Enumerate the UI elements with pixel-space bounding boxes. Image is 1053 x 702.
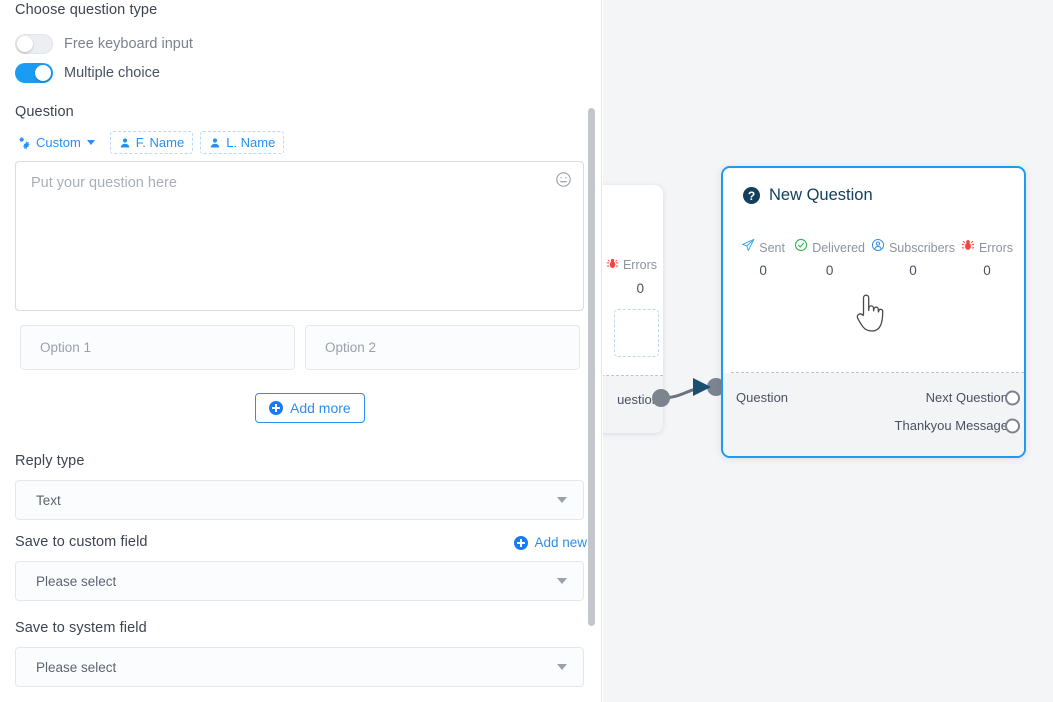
flow-connector[interactable]: [649, 376, 729, 415]
chevron-down-icon: [557, 497, 567, 503]
new-question-node[interactable]: ? New Question Sent 0: [721, 166, 1026, 458]
add-new-label: Add new: [534, 535, 587, 550]
stat-delivered-value: 0: [825, 263, 834, 278]
custom-field-label: Save to custom field: [15, 534, 148, 550]
node-header: ? New Question: [743, 186, 873, 205]
previous-node-errors-stat: Errors: [606, 257, 657, 273]
smiley-icon[interactable]: [555, 171, 572, 193]
multiple-choice-label: Multiple choice: [64, 65, 160, 81]
user-icon: [209, 137, 221, 149]
switch-knob: [17, 36, 33, 52]
stat-errors: Errors 0: [958, 238, 1016, 278]
stat-delivered-label: Delivered: [812, 240, 866, 255]
previous-node-errors-value: 0: [636, 281, 644, 296]
stat-subscribers: Subscribers 0: [868, 238, 958, 278]
custom-chip-label: Custom: [36, 135, 81, 150]
user-icon: [119, 137, 131, 149]
reply-type-select[interactable]: Text: [15, 480, 584, 520]
question-textarea[interactable]: Put your question here: [15, 161, 584, 311]
stat-delivered-header: Delivered: [794, 238, 865, 257]
node-ports: Question Next Question Thankyou Message: [723, 373, 1024, 456]
stat-sent-header: Sent: [741, 238, 785, 257]
previous-flow-node[interactable]: Errors 0 uestion: [603, 185, 663, 433]
errors-label: Errors: [622, 258, 657, 272]
paper-plane-icon: [741, 238, 755, 257]
previous-node-dropzone: [614, 309, 659, 357]
chip-first-name[interactable]: F. Name: [109, 131, 194, 154]
stat-subscribers-value: 0: [909, 263, 917, 278]
question-type-section-label: Choose question type: [15, 2, 158, 18]
plus-circle-icon: [514, 535, 529, 550]
option-2-input[interactable]: Option 2: [305, 325, 580, 370]
input-port-label: Question: [736, 390, 789, 405]
multiple-choice-switch[interactable]: [15, 63, 53, 83]
custom-field-dropdown[interactable]: Custom: [15, 132, 103, 153]
chevron-down-icon: [86, 140, 95, 145]
system-field-label: Save to system field: [15, 620, 147, 636]
node-output-port-thankyou-message[interactable]: Thankyou Message: [894, 418, 1020, 433]
port-connector-dot[interactable]: [1005, 390, 1020, 405]
toggle-multiple-choice[interactable]: Multiple choice: [15, 63, 160, 83]
chip-label: L. Name: [226, 135, 276, 150]
custom-field-select[interactable]: Please select: [15, 561, 584, 601]
switch-knob: [35, 65, 51, 81]
previous-node-footer: uestion: [603, 376, 663, 433]
question-mark-icon: ?: [743, 187, 760, 204]
merge-field-chips: Custom F. Name: [15, 131, 285, 154]
stat-delivered: Delivered 0: [791, 238, 868, 278]
add-more-button[interactable]: Add more: [255, 393, 365, 423]
stat-subscribers-label: Subscribers: [888, 240, 955, 255]
check-circle-icon: [794, 238, 808, 257]
free-keyboard-input-switch[interactable]: [15, 34, 53, 54]
output-port-label: Next Question: [925, 390, 1008, 405]
bug-icon: [961, 238, 975, 257]
question-section-label: Question: [15, 104, 74, 120]
question-settings-panel: Choose question type Free keyboard input…: [15, 0, 602, 702]
pointing-hand-cursor: [851, 291, 885, 340]
chip-label: F. Name: [135, 135, 185, 150]
custom-field-value: Please select: [36, 573, 117, 589]
panel-scrollbar[interactable]: [588, 0, 595, 702]
scrollbar-thumb[interactable]: [588, 108, 595, 626]
system-field-select[interactable]: Please select: [15, 647, 584, 687]
port-connector-dot[interactable]: [1005, 418, 1020, 433]
chip-last-name[interactable]: L. Name: [200, 131, 285, 154]
user-circle-icon: [871, 238, 885, 257]
stat-subscribers-header: Subscribers: [871, 238, 955, 257]
option-1-input[interactable]: Option 1: [20, 325, 295, 370]
stat-sent: Sent 0: [735, 238, 791, 278]
stat-errors-label: Errors: [978, 240, 1013, 255]
node-stats: Sent 0 Delivered 0: [735, 238, 1016, 278]
add-more-label: Add more: [290, 400, 351, 416]
stat-sent-label: Sent: [759, 240, 785, 255]
toggle-free-keyboard-input[interactable]: Free keyboard input: [15, 34, 193, 54]
node-input-port[interactable]: Question: [736, 390, 788, 405]
system-field-value: Please select: [36, 659, 117, 675]
add-new-custom-field-button[interactable]: Add new: [514, 535, 587, 550]
stat-errors-header: Errors: [961, 238, 1013, 257]
gear-icon: [17, 136, 31, 150]
divider: [603, 375, 663, 376]
stat-errors-value: 0: [983, 263, 991, 278]
reply-type-label: Reply type: [15, 453, 85, 469]
stat-sent-value: 0: [759, 263, 767, 278]
node-output-port-next-question[interactable]: Next Question: [925, 390, 1020, 405]
previous-node-port-label: uestion: [617, 392, 659, 407]
divider: [731, 372, 1024, 373]
option-1-placeholder: Option 1: [40, 340, 92, 355]
reply-type-value: Text: [36, 492, 61, 508]
question-placeholder: Put your question here: [31, 175, 177, 191]
flow-canvas[interactable]: Errors 0 uestion ? New Question: [603, 0, 1053, 702]
free-keyboard-input-label: Free keyboard input: [64, 36, 193, 52]
option-2-placeholder: Option 2: [325, 340, 377, 355]
chevron-down-icon: [557, 578, 567, 584]
output-port-label: Thankyou Message: [894, 418, 1008, 433]
bug-icon: [606, 257, 619, 273]
node-title: New Question: [769, 186, 873, 204]
chevron-down-icon: [557, 664, 567, 670]
plus-circle-icon: [269, 401, 283, 415]
